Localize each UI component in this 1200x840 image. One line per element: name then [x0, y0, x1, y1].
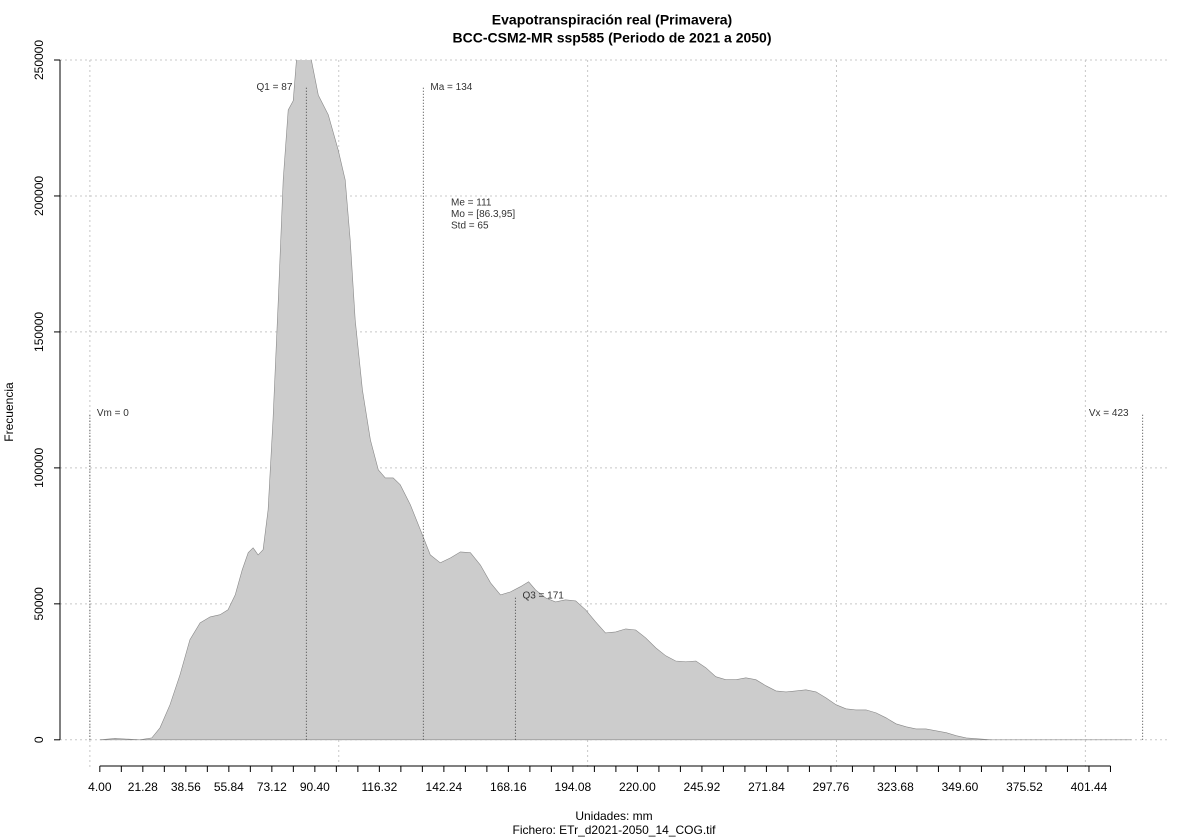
- file-note: Fichero: ETr_d2021-2050_14_COG.tif: [513, 823, 717, 837]
- x-tick-label: 401.44: [1071, 780, 1108, 794]
- density-area: [99, 60, 1132, 741]
- y-tick-label: 150000: [32, 312, 46, 352]
- stat-text: Me = 111: [451, 198, 492, 209]
- x-tick-label: 116.32: [361, 780, 397, 794]
- stat-text: Std = 65: [451, 221, 489, 232]
- stat-label: Q1 = 87: [257, 82, 293, 93]
- y-tick-label: 250000: [32, 40, 46, 80]
- stat-label: Vm = 0: [97, 408, 129, 419]
- stat-label: Ma = 134: [430, 82, 472, 93]
- x-tick-label: 142.24: [426, 780, 463, 794]
- x-tick-label: 220.00: [619, 780, 656, 794]
- chart-title: Evapotranspiración real (Primavera): [492, 12, 732, 28]
- x-tick-label: 323.68: [877, 780, 914, 794]
- y-tick-label: 100000: [32, 448, 46, 488]
- y-tick-label: 200000: [32, 176, 46, 216]
- x-axis-label: Unidades: mm: [575, 809, 652, 823]
- y-tick-label: 50000: [32, 587, 46, 621]
- x-tick-label: 245.92: [684, 780, 721, 794]
- x-tick-label: 55.84: [214, 780, 244, 794]
- x-tick-label: 194.08: [555, 780, 592, 794]
- stat-text: Mo = [86.3,95]: [451, 209, 515, 220]
- y-tick-label: 0: [32, 736, 46, 743]
- x-tick-label: 297.76: [813, 780, 850, 794]
- x-tick-label: 90.40: [300, 780, 330, 794]
- stat-label: Q3 = 171: [522, 590, 564, 601]
- x-tick-label: 168.16: [490, 780, 527, 794]
- x-tick-label: 38.56: [171, 780, 201, 794]
- y-axis-label: Frecuencia: [2, 382, 16, 442]
- x-tick-label: 73.12: [257, 780, 287, 794]
- x-tick-label: 375.52: [1006, 780, 1043, 794]
- x-tick-label: 21.28: [128, 780, 158, 794]
- chart-subtitle: BCC-CSM2-MR ssp585 (Periodo de 2021 a 20…: [453, 30, 772, 46]
- x-tick-label: 4.00: [88, 780, 112, 794]
- stat-label: Vx = 423: [1089, 408, 1129, 419]
- x-tick-label: 271.84: [748, 780, 785, 794]
- x-tick-label: 349.60: [942, 780, 979, 794]
